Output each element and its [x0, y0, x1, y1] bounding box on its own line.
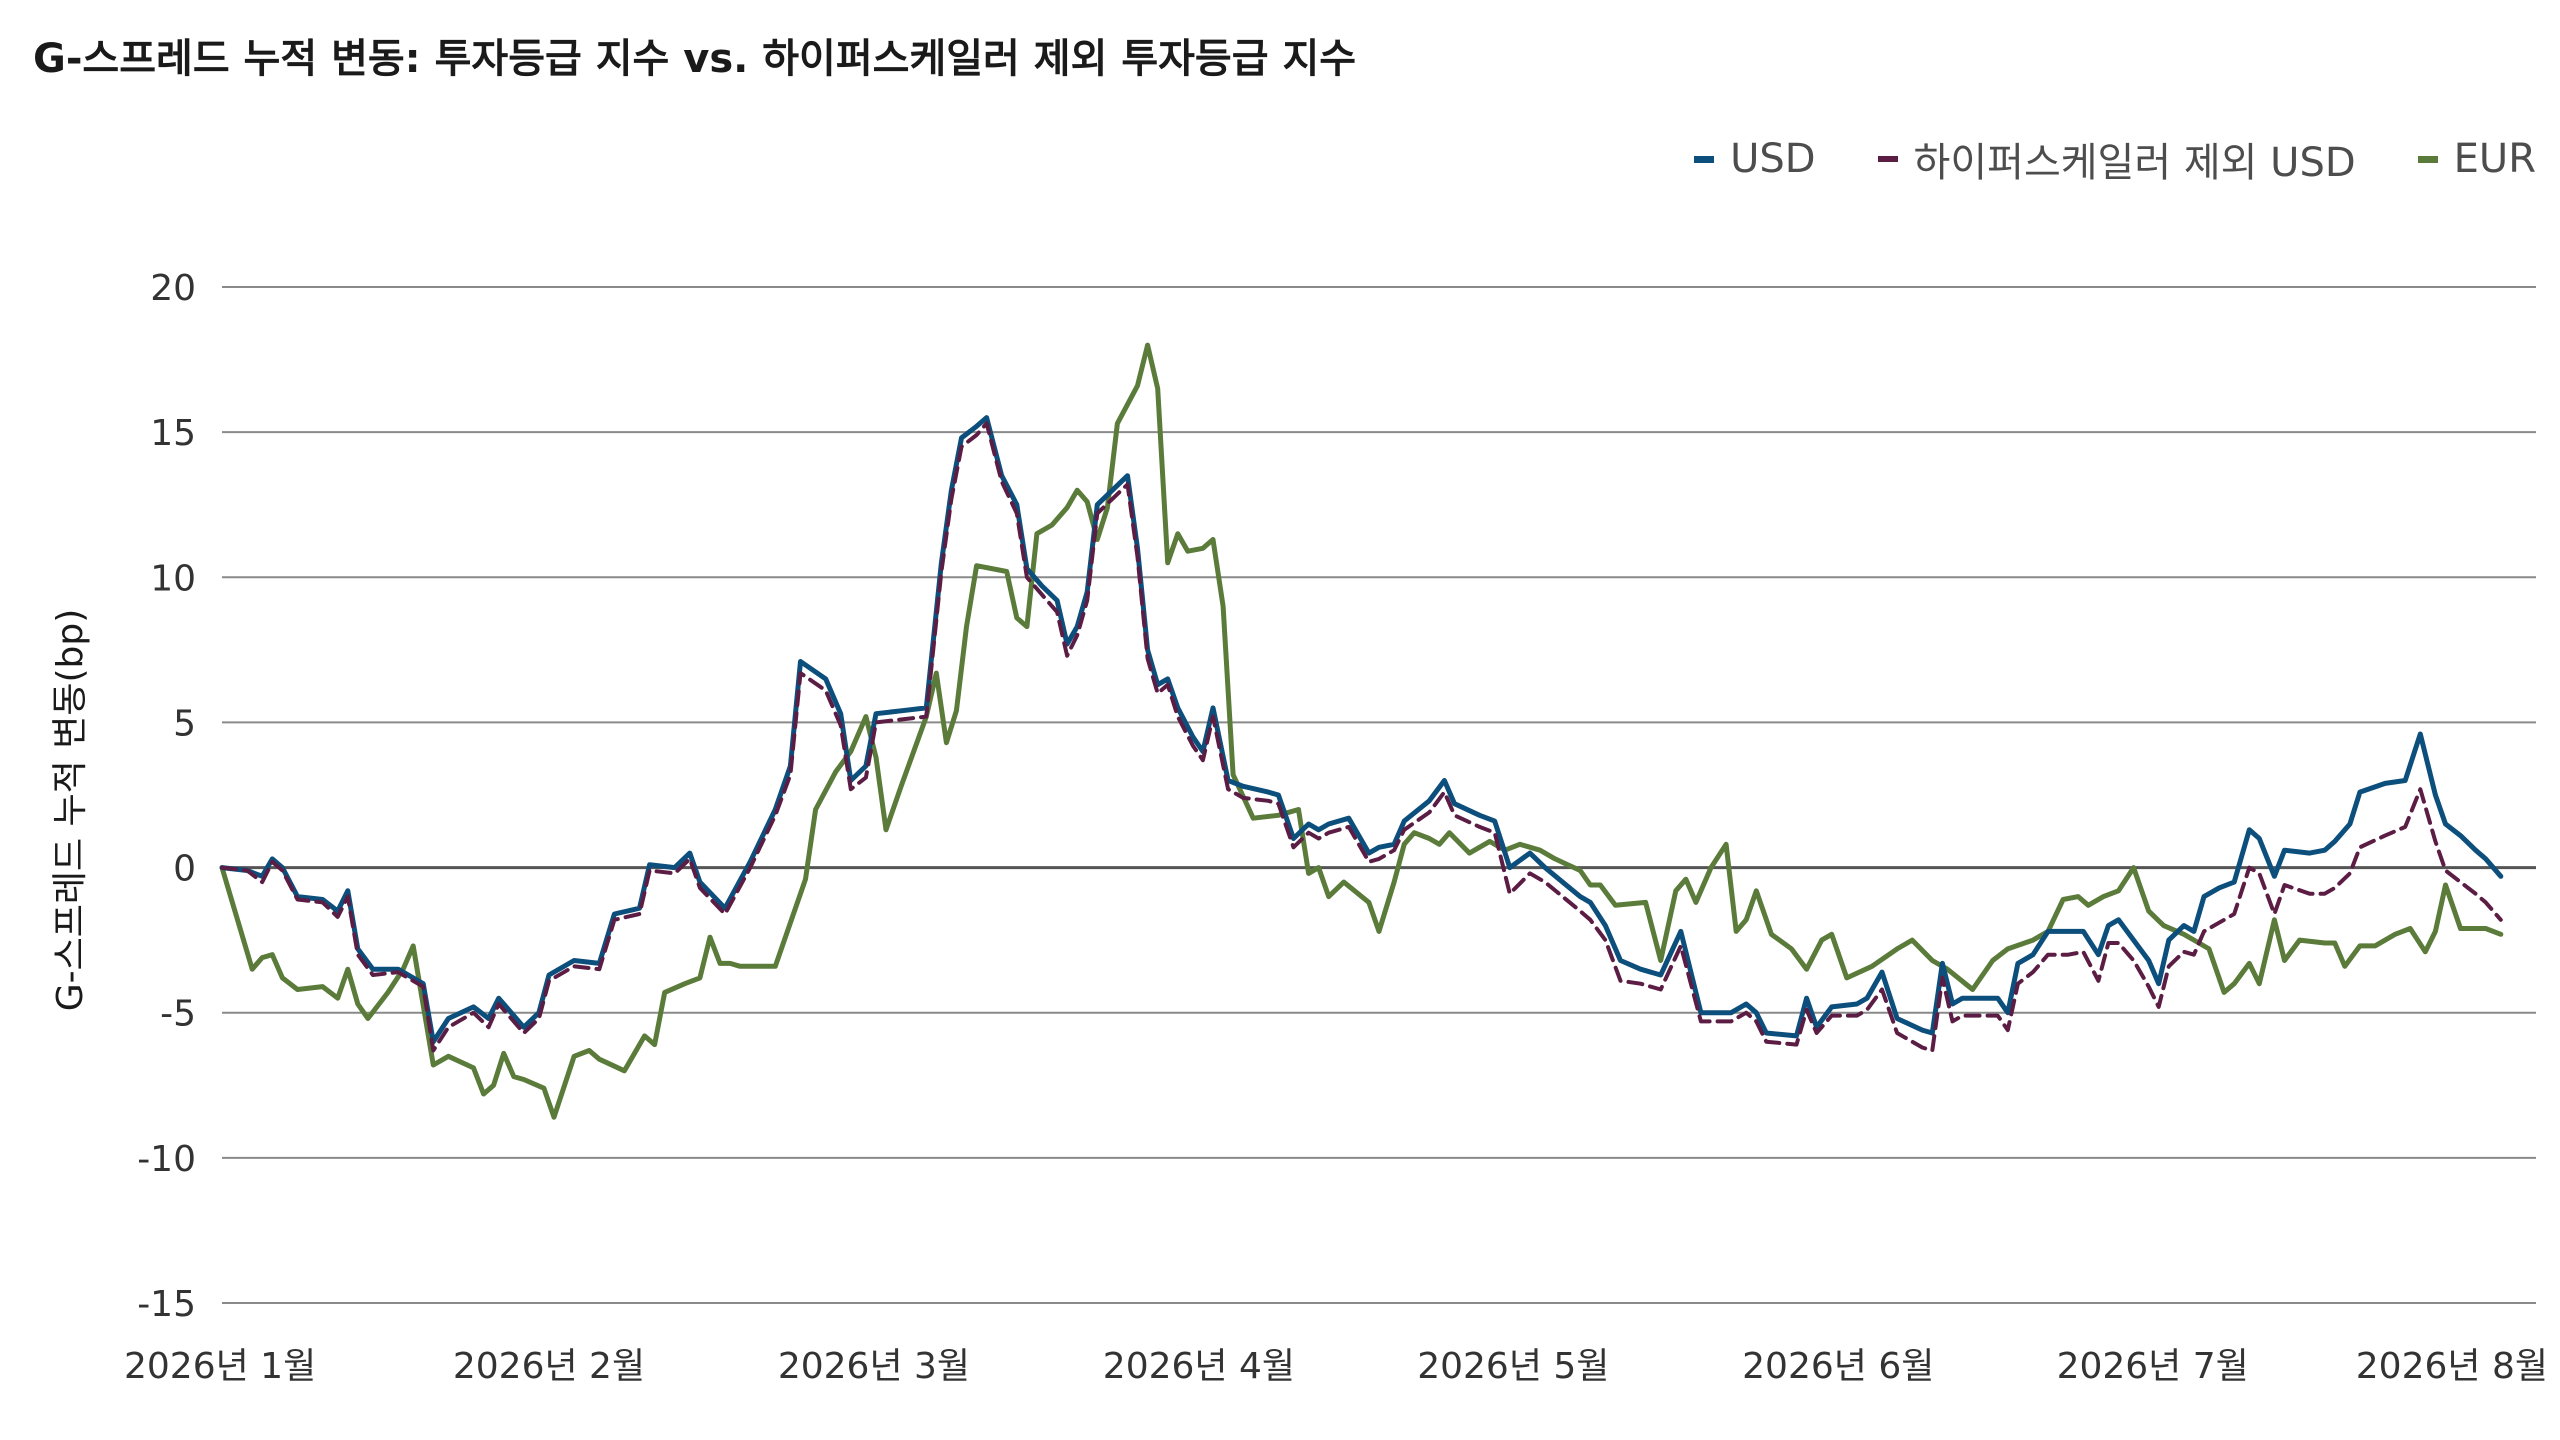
x-tick-label: 2026년 7월: [2057, 1346, 2249, 1387]
y-tick-label: 0: [173, 849, 196, 890]
y-axis-title: G-스프레드 누적 변동(bp): [50, 609, 91, 1012]
y-tick-label: 10: [150, 558, 196, 599]
series-line-ex-hyperscaler-usd: [220, 421, 2503, 1053]
y-tick-label: 15: [150, 413, 196, 454]
y-tick-label: 5: [173, 703, 196, 744]
y-tick-label: -10: [137, 1139, 196, 1180]
x-tick-label: 2026년 4월: [1103, 1346, 1295, 1387]
x-tick-label: 2026년 1월: [124, 1346, 316, 1387]
series-line-eur: [219, 342, 2504, 1120]
legend-item-usd: USD: [1694, 136, 1816, 182]
legend-swatch-eur: [2417, 155, 2438, 163]
legend-item-eur: EUR: [2417, 136, 2536, 182]
x-axis-ticks: 2026년 1월 2026년 2월 2026년 3월 2026년 4월 2026년 5월…: [124, 1346, 2548, 1387]
x-tick-label: 2026년 2월: [453, 1346, 645, 1387]
legend-swatch-usd: [1694, 155, 1715, 163]
gridlines: [222, 286, 2536, 1304]
chart-title: G-스프레드 누적 변동: 투자등급 지수 vs. 하이퍼스케일러 제외 투자등…: [33, 36, 1357, 82]
x-tick-label: 2026년 8월: [2356, 1346, 2548, 1387]
series-line-usd: [219, 415, 2504, 1045]
legend-item-ex-hyperscaler-usd: 하이퍼스케일러 제외 USD: [1877, 130, 2356, 188]
x-tick-label: 2026년 6월: [1742, 1346, 1934, 1387]
legend: USD 하이퍼스케일러 제외 USD EUR: [1694, 130, 2536, 188]
legend-swatch-ex-hyperscaler-usd: [1877, 156, 1898, 162]
legend-label-ex-hyperscaler-usd: 하이퍼스케일러 제외 USD: [1913, 140, 2356, 186]
series-lines: [219, 342, 2504, 1120]
legend-label-eur: EUR: [2453, 136, 2536, 182]
y-tick-label: 20: [150, 268, 196, 309]
y-tick-label: -5: [160, 994, 196, 1035]
x-tick-label: 2026년 5월: [1417, 1346, 1609, 1387]
y-tick-label: -15: [137, 1284, 196, 1325]
y-axis-ticks: 20 15 10 5 0 -5 -10 -15: [137, 268, 196, 1325]
legend-label-usd: USD: [1730, 136, 1816, 182]
x-tick-label: 2026년 3월: [778, 1346, 970, 1387]
